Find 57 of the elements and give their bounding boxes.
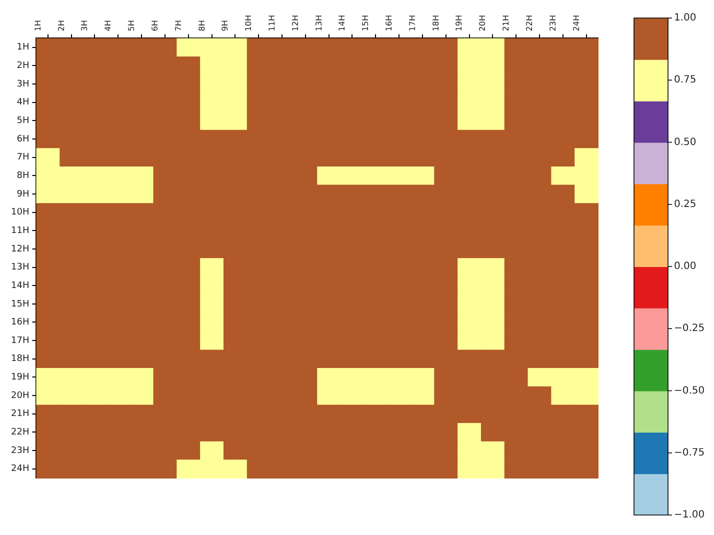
color-bar-label: 0.25 [674, 198, 696, 210]
x-tick-label: 5H [127, 20, 136, 32]
x-tick-label: 8H [197, 20, 206, 32]
y-tick-label: 4H [16, 98, 30, 108]
y-tick-label: 8H [16, 170, 30, 181]
y-tick-label: 10H [10, 208, 30, 218]
color-bar-label: 0.75 [674, 74, 696, 86]
y-tick-label: 18H [10, 354, 30, 364]
y-tick-label: 20H [10, 390, 30, 401]
y-tick-label: 19H [10, 372, 30, 383]
x-tick-label: 4H [104, 20, 113, 32]
x-tick-label: 1H [33, 20, 42, 32]
color-bar-label: 0.00 [674, 261, 696, 272]
y-tick-label: 22H [10, 428, 30, 438]
color-bar-label: 0.50 [674, 136, 696, 148]
y-tick-label: 7H [16, 152, 30, 163]
y-tick-label: 3H [16, 79, 30, 90]
y-tick-label: 5H [16, 116, 30, 126]
y-tick-label: 16H [10, 318, 30, 328]
x-tick-label: 13H [314, 14, 324, 32]
x-tick-label: 24H [572, 14, 581, 32]
color-bar-label: −0.50 [674, 385, 705, 396]
x-tick-label: 3H [80, 20, 90, 32]
y-tick-label: 6H [16, 134, 30, 144]
color-bar-label: 1.00 [674, 12, 696, 24]
x-tick-label: 10H [244, 14, 254, 32]
x-tick-label: 15H [361, 14, 370, 32]
y-tick-label: 13H [10, 262, 30, 273]
x-tick-label: 20H [478, 14, 488, 32]
y-tick-label: 2H [16, 61, 30, 72]
y-tick-label: 21H [10, 409, 30, 420]
x-tick-label: 21H [502, 14, 511, 32]
x-tick-label: 23H [548, 14, 558, 32]
y-tick-label: 15H [10, 299, 30, 310]
x-tick-label: 12H [290, 14, 300, 32]
y-tick-label: 11H [10, 226, 30, 236]
x-tick-label: 14H [338, 14, 347, 32]
y-tick-label: 12H [10, 244, 30, 254]
y-tick-label: 9H [16, 189, 30, 200]
color-bar-label: −0.75 [674, 447, 705, 458]
x-tick-label: 9H [220, 20, 230, 32]
y-tick-label: 23H [10, 446, 30, 456]
x-tick-label: 17H [408, 14, 417, 32]
x-tick-label: 2H [56, 20, 66, 32]
x-tick-label: 22H [524, 14, 534, 32]
y-tick-label: 1H [16, 42, 30, 53]
x-tick-label: 6H [150, 20, 160, 32]
color-bar-label: −1.00 [674, 510, 705, 521]
x-tick-label: 16H [384, 14, 394, 32]
color-bar-label: −0.25 [674, 323, 705, 334]
y-tick-label: 14H [10, 280, 30, 291]
x-tick-label: 19H [454, 14, 464, 32]
y-tick-label: 17H [10, 336, 30, 346]
x-tick-label: 11H [267, 14, 276, 32]
x-tick-label: 7H [174, 20, 183, 32]
x-tick-label: 18H [431, 14, 440, 32]
y-tick-label: 24H [10, 464, 30, 474]
